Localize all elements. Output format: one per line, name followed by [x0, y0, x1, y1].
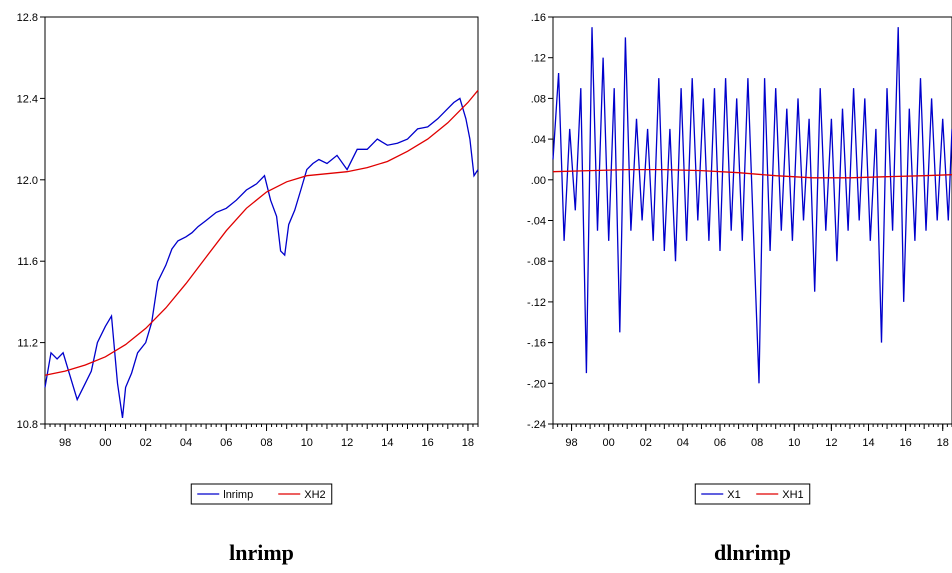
x-tick-label: 06 — [220, 437, 232, 449]
y-tick-label: -.08 — [527, 256, 546, 268]
x-tick-label: 10 — [301, 437, 313, 449]
y-tick-label: -.20 — [527, 378, 546, 390]
y-tick-label: 11.2 — [17, 338, 38, 350]
y-tick-label: 11.6 — [17, 256, 38, 268]
x-tick-label: 02 — [140, 437, 152, 449]
legend-label-x1: X1 — [727, 489, 740, 501]
x-tick-label: 98 — [59, 437, 71, 449]
x-tick-label: 02 — [640, 437, 652, 449]
legend-label-xh1: XH1 — [782, 489, 803, 501]
series-line-x1 — [552, 27, 952, 384]
y-tick-label: 12.8 — [17, 12, 38, 24]
y-tick-label: -.12 — [527, 297, 546, 309]
y-tick-label: 12.4 — [17, 93, 38, 105]
x-tick-label: 00 — [99, 437, 111, 449]
x-tick-label: 16 — [422, 437, 434, 449]
chart-caption: lnrimp — [229, 540, 294, 565]
x-tick-label: 00 — [603, 437, 615, 449]
y-tick-label: .04 — [531, 134, 546, 146]
series-line-xh2 — [44, 89, 479, 376]
y-tick-label: .08 — [531, 93, 546, 105]
legend-box — [694, 483, 811, 505]
y-tick-label: .12 — [531, 53, 546, 65]
y-tick-label: -.04 — [527, 216, 546, 228]
y-tick-label: 12.0 — [17, 175, 38, 187]
plot-frame — [44, 16, 479, 425]
series-line-lnrimp — [44, 97, 479, 418]
series-line-xh1 — [552, 168, 952, 179]
chart-lnrimp: 98 00 02 04 06 08 10 12 14 16 18 10.8 11.2 11.6 12.0 12… — [17, 12, 479, 565]
x-tick-label: 04 — [180, 437, 192, 449]
x-tick-label: 06 — [714, 437, 726, 449]
y-tick-label: -.16 — [527, 338, 546, 350]
x-tick-label: 18 — [462, 437, 474, 449]
x-tick-label: 10 — [788, 437, 800, 449]
x-tick-label: 04 — [677, 437, 689, 449]
x-tick-label: 16 — [899, 437, 911, 449]
x-tick-label: 14 — [862, 437, 874, 449]
y-tick-label: 10.8 — [17, 419, 38, 431]
chart-caption: dlnrimp — [714, 540, 791, 565]
x-tick-label: 08 — [260, 437, 272, 449]
legend-label-lnrimp: lnrimp — [223, 489, 253, 501]
y-tick-label: .16 — [531, 12, 546, 24]
x-tick-label: 08 — [751, 437, 763, 449]
legend-label-xh2: XH2 — [304, 489, 325, 501]
y-tick-label: .00 — [531, 175, 546, 187]
chart-dlnrimp: 98 00 02 04 06 08 10 12 14 16 18 .16 .12 .08 .04 .00 -.0… — [527, 12, 952, 565]
x-tick-label: 18 — [937, 437, 949, 449]
y-tick-label: -.24 — [527, 419, 546, 431]
x-tick-label: 98 — [565, 437, 577, 449]
x-tick-label: 14 — [381, 437, 393, 449]
x-tick-label: 12 — [341, 437, 353, 449]
x-tick-label: 12 — [825, 437, 837, 449]
legend-box — [190, 483, 333, 505]
